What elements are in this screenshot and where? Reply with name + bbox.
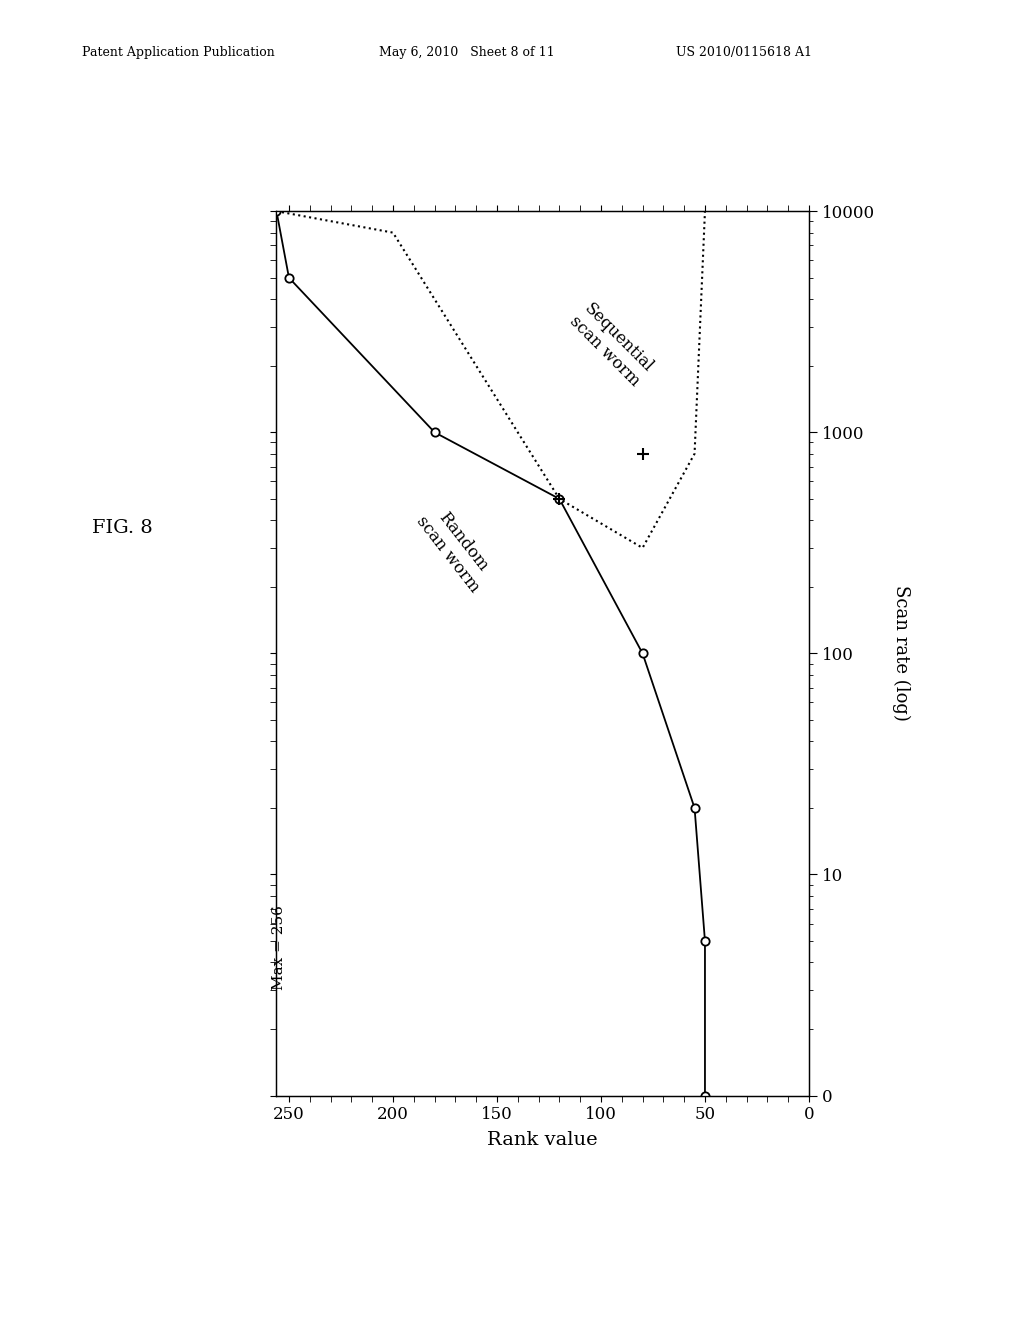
Text: US 2010/0115618 A1: US 2010/0115618 A1: [676, 46, 812, 59]
Text: May 6, 2010   Sheet 8 of 11: May 6, 2010 Sheet 8 of 11: [379, 46, 555, 59]
Text: FIG. 8: FIG. 8: [92, 519, 153, 537]
X-axis label: Rank value: Rank value: [487, 1131, 598, 1150]
Text: Max = 256: Max = 256: [272, 906, 287, 990]
Y-axis label: Scan rate (log): Scan rate (log): [892, 586, 910, 721]
Text: Random
scan worm: Random scan worm: [413, 500, 498, 595]
Text: Sequential
scan worm: Sequential scan worm: [566, 298, 656, 389]
Text: Patent Application Publication: Patent Application Publication: [82, 46, 274, 59]
